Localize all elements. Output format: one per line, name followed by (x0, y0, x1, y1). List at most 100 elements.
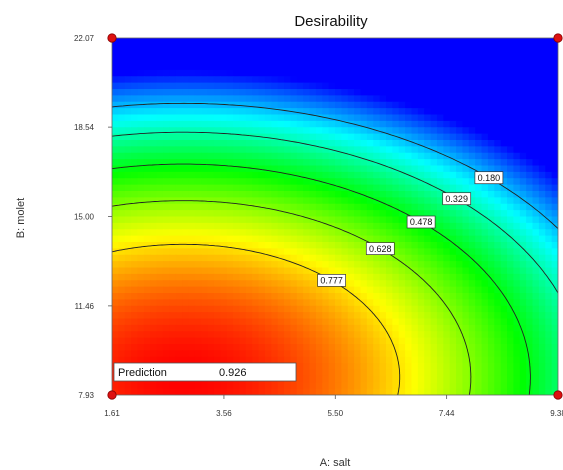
heat-cell (341, 318, 349, 326)
heat-cell (284, 305, 292, 313)
heat-cell (271, 108, 279, 116)
heat-cell (137, 114, 145, 122)
heat-cell (322, 133, 330, 141)
heat-cell (379, 203, 387, 211)
heat-cell (347, 57, 355, 65)
heat-cell (481, 337, 489, 345)
heat-cell (519, 216, 527, 224)
heat-cell (213, 184, 222, 192)
heat-cell (162, 356, 171, 364)
heat-cell (175, 82, 183, 90)
heat-cell (131, 82, 139, 90)
heat-cell (194, 305, 202, 313)
heat-cell (118, 50, 126, 58)
heat-cell (112, 324, 120, 332)
heat-cell (500, 254, 508, 262)
heat-cell (398, 280, 406, 288)
heat-cell (175, 140, 183, 148)
heat-cell (373, 76, 381, 84)
heat-cell (513, 57, 521, 65)
heat-cell (335, 318, 343, 326)
heat-cell (545, 76, 553, 84)
heat-cell (245, 267, 253, 275)
heat-cell (475, 38, 483, 46)
heat-cell (169, 261, 177, 269)
heat-cell (417, 286, 425, 294)
heat-cell (443, 331, 451, 339)
heat-cell (124, 331, 132, 339)
heat-cell (213, 89, 222, 97)
heat-cell (392, 388, 400, 395)
heat-cell (213, 280, 222, 288)
heat-cell (341, 159, 349, 167)
heat-cell (175, 165, 183, 173)
heat-cell (112, 197, 120, 205)
heat-cell (398, 267, 406, 275)
heat-cell (392, 273, 400, 281)
contour-label: 0.478 (406, 215, 436, 229)
heat-cell (143, 127, 151, 135)
heat-cell (366, 203, 374, 211)
heat-cell (213, 388, 222, 395)
heat-cell (379, 114, 387, 122)
heat-cell (385, 229, 394, 237)
heat-cell (494, 127, 502, 135)
heat-cell (201, 120, 209, 128)
heat-cell (424, 363, 432, 371)
heat-cell (175, 273, 183, 281)
heat-cell (347, 318, 355, 326)
heat-cell (347, 152, 355, 160)
heat-cell (169, 305, 177, 313)
heat-cell (443, 44, 451, 52)
heat-cell (443, 82, 451, 90)
heat-cell (258, 382, 266, 390)
heat-cell (150, 191, 158, 199)
heat-cell (347, 229, 355, 237)
heat-cell (162, 350, 171, 358)
heat-cell (532, 375, 540, 383)
heat-cell (341, 331, 349, 339)
heat-cell (245, 76, 253, 84)
heat-cell (462, 44, 470, 52)
heat-cell (207, 254, 215, 262)
heat-cell (366, 388, 374, 395)
heat-cell (347, 299, 355, 307)
heat-cell (309, 344, 317, 352)
heat-cell (112, 331, 120, 339)
heat-cell (271, 267, 279, 275)
contour-label: 0.777 (317, 274, 346, 287)
heat-cell (551, 273, 558, 281)
heat-cell (315, 57, 323, 65)
heat-cell (519, 388, 527, 395)
heat-cell (366, 382, 374, 390)
heat-cell (201, 344, 209, 352)
heat-cell (513, 324, 521, 332)
heat-cell (201, 140, 209, 148)
heat-cell (436, 235, 445, 243)
heat-cell (207, 312, 215, 320)
heat-cell (201, 146, 209, 154)
heat-cell (271, 178, 279, 186)
heat-cell (456, 254, 464, 262)
heat-cell (360, 229, 368, 237)
heat-cell (513, 229, 521, 237)
heat-cell (424, 254, 432, 262)
heat-cell (481, 331, 489, 339)
heat-cell (335, 248, 343, 256)
heat-cell (137, 273, 145, 281)
heat-cell (162, 280, 171, 288)
heat-cell (226, 108, 234, 116)
heat-cell (124, 388, 132, 395)
heat-cell (519, 382, 527, 390)
heat-cell (430, 375, 438, 383)
heat-cell (538, 375, 546, 383)
heat-cell (226, 222, 234, 230)
heat-cell (328, 57, 336, 65)
heat-cell (538, 165, 546, 173)
heat-cell (341, 293, 349, 301)
heat-cell (194, 324, 202, 332)
heat-cell (366, 178, 374, 186)
heat-cell (296, 337, 304, 345)
heat-cell (475, 242, 483, 250)
heat-cell (239, 127, 247, 135)
